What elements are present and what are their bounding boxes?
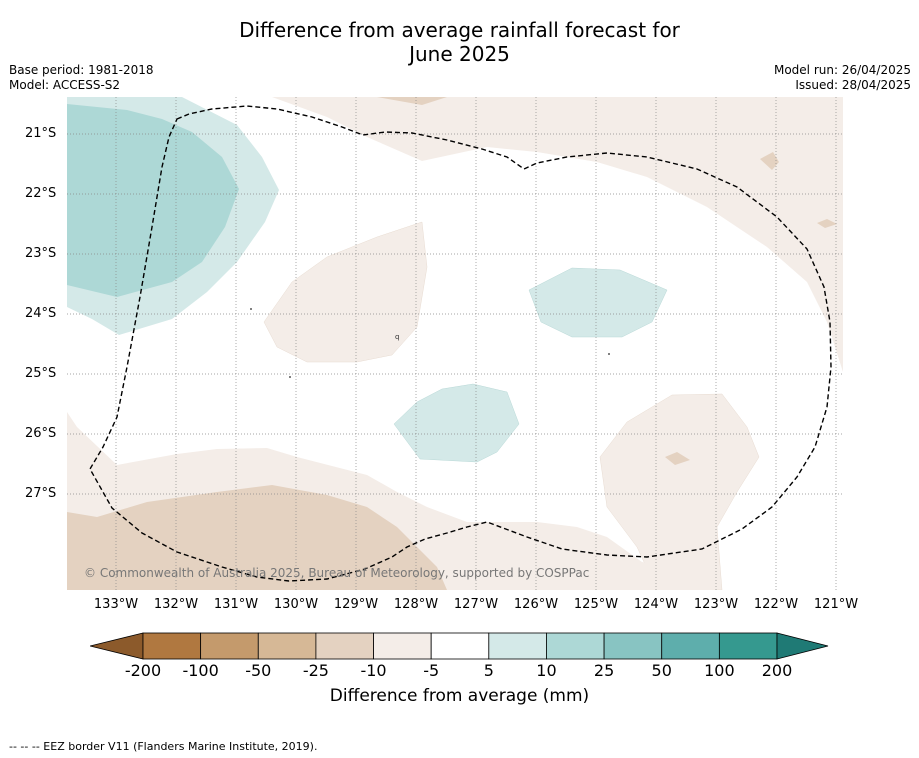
colorbar-tick-label: -100 — [182, 661, 219, 680]
lon-label-124: 124°W — [633, 597, 679, 612]
colorbar-tick-label: -50 — [245, 661, 272, 680]
green-area-west — [67, 104, 239, 297]
brown-area-top-sliver — [377, 97, 447, 105]
lon-label-128: 128°W — [393, 597, 439, 612]
below-average-areas — [67, 97, 843, 590]
colorbar-tick-label: 200 — [761, 661, 793, 680]
lat-label-25: 25°S — [25, 366, 57, 381]
brown-area-south-dark — [67, 485, 447, 590]
colorbar-segment — [603, 632, 663, 660]
lon-label-131: 131°W — [213, 597, 259, 612]
green-area-east — [528, 267, 668, 338]
lon-label-126: 126°W — [513, 597, 559, 612]
lon-label-133: 133°W — [93, 597, 139, 612]
colorbar-extend-left — [90, 632, 144, 660]
map-artifact-q: q — [395, 333, 399, 341]
title-line-2: June 2025 — [409, 42, 510, 66]
colorbar-segment — [488, 632, 547, 660]
colorbar-segment — [661, 632, 720, 660]
colorbar-segment — [200, 632, 259, 660]
brown-area-central — [263, 221, 428, 363]
lon-label-130: 130°W — [273, 597, 319, 612]
lon-label-121: 121°W — [813, 597, 859, 612]
lat-label-26: 26°S — [25, 426, 57, 441]
colorbar-segments — [142, 632, 778, 660]
chart-title: Difference from average rainfall forecas… — [0, 18, 919, 66]
lon-label-125: 125°W — [573, 597, 619, 612]
colorbar-segment — [718, 632, 778, 660]
lon-label-127: 127°W — [453, 597, 499, 612]
colorbar-tick-label: 5 — [483, 661, 494, 680]
lon-label-129: 129°W — [333, 597, 379, 612]
rainfall-map: q © Commonwealth of Australia 2025, Bure… — [67, 97, 843, 590]
model-name: Model: ACCESS-S2 — [9, 78, 121, 92]
gridlines — [67, 97, 843, 590]
lon-label-122: 122°W — [753, 597, 799, 612]
base-period: Base period: 1981-2018 — [9, 63, 154, 77]
model-run: Model run: 26/04/2025 — [773, 63, 911, 77]
title-line-1: Difference from average rainfall forecas… — [239, 18, 680, 42]
colorbar-segment — [315, 632, 374, 660]
meta-left: Base period: 1981-2018 Model: ACCESS-S2 — [9, 63, 154, 93]
colorbar-segment — [373, 632, 432, 660]
colorbar-segment — [257, 632, 317, 660]
lat-label-27: 27°S — [25, 486, 57, 501]
issued-date: Issued: 28/04/2025 — [795, 78, 911, 92]
colorbar — [90, 632, 829, 660]
colorbar-tick-label: -5 — [423, 661, 440, 680]
above-average-areas — [67, 97, 668, 463]
colorbar-tick-label: -10 — [360, 661, 387, 680]
eez-border — [89, 105, 832, 582]
colorbar-tick-label: 100 — [704, 661, 735, 680]
lon-label-123: 123°W — [693, 597, 739, 612]
lon-label-132: 132°W — [153, 597, 199, 612]
copyright-text: © Commonwealth of Australia 2025, Bureau… — [84, 566, 589, 580]
lat-label-24: 24°S — [25, 306, 57, 321]
colorbar-tick-label: -25 — [302, 661, 329, 680]
lat-label-22: 22°S — [25, 186, 57, 201]
colorbar-label: Difference from average (mm) — [329, 686, 590, 706]
colorbar-tick-label: 50 — [651, 661, 672, 680]
colorbar-segment — [142, 632, 202, 660]
lat-label-21: 21°S — [25, 126, 57, 141]
brown-area-north — [272, 97, 843, 372]
footer-note: -- -- -- EEZ border V11 (Flanders Marine… — [9, 740, 318, 753]
colorbar-segment — [546, 632, 605, 660]
colorbar-tick-label: 10 — [536, 661, 557, 680]
brown-area-southeast — [599, 393, 760, 590]
colorbar-extend-right — [776, 632, 829, 660]
brown-spot-east-2 — [817, 219, 837, 228]
lat-label-23: 23°S — [25, 246, 57, 261]
colorbar-tick-label: 25 — [593, 661, 615, 680]
colorbar-tick-label: -200 — [124, 661, 162, 680]
colorbar-segment — [430, 632, 490, 660]
brown-spot-southeast — [665, 452, 690, 465]
meta-right: Model run: 26/04/2025 Issued: 28/04/2025 — [774, 63, 911, 93]
brown-spot-east-1 — [760, 152, 779, 170]
green-area-south — [393, 383, 520, 463]
